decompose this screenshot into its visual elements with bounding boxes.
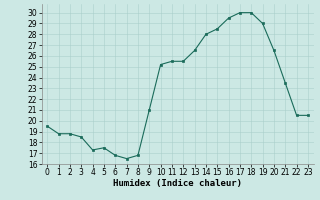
X-axis label: Humidex (Indice chaleur): Humidex (Indice chaleur) [113, 179, 242, 188]
